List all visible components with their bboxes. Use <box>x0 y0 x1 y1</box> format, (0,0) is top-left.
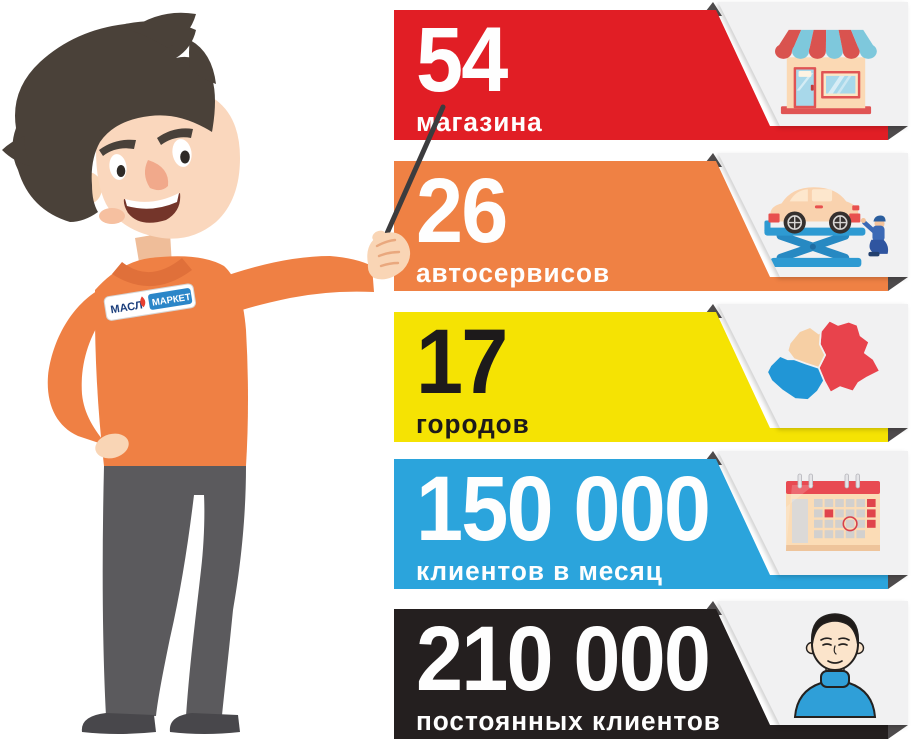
stat-value: 150 000 <box>416 458 711 560</box>
logo-text-right: МАРКЕТ <box>151 292 191 309</box>
map-regions-icon <box>766 319 881 401</box>
fold-corner-icon <box>888 725 908 739</box>
stat-value: 210 000 <box>416 608 711 710</box>
mascot-shirt <box>94 256 248 466</box>
mascot-right-arm <box>214 256 374 314</box>
banner-text-shops: 54 магазина <box>416 9 547 137</box>
mascot-character: МАСЛ МАРКЕТ <box>2 12 446 734</box>
banner-text-services: 26 автосервисов <box>416 160 616 288</box>
mascot-shoe <box>81 713 156 734</box>
mechanic-figure <box>860 215 889 257</box>
car-lift-icon <box>764 187 889 267</box>
logo-text-left: МАСЛ <box>110 299 144 316</box>
stat-label: городов <box>416 408 530 439</box>
stat-value: 26 <box>416 160 508 262</box>
mascot-pants <box>102 466 246 716</box>
fold-corner-icon <box>888 428 908 442</box>
calendar-icon <box>786 473 880 551</box>
wheel <box>783 211 806 234</box>
icon-panel-cities <box>700 304 908 428</box>
icon-panel-monthly-clients <box>700 451 908 575</box>
mascot-face <box>96 86 240 239</box>
banner-text-regular-clients: 210 000 постоянных клиентов <box>416 608 735 736</box>
icon-panel-shops <box>700 2 908 126</box>
stat-label: постоянных клиентов <box>416 705 721 736</box>
stat-label: магазина <box>416 106 543 137</box>
fold-corner-icon <box>888 575 908 589</box>
icon-panel-regular-clients <box>700 601 908 725</box>
stat-label: автосервисов <box>416 257 611 288</box>
client-avatar-icon <box>793 613 877 718</box>
map-region-blue <box>766 355 825 401</box>
stat-label: клиентов в месяц <box>416 555 663 586</box>
logo-badge: МАСЛ МАРКЕТ <box>103 283 196 321</box>
storefront-icon <box>775 29 877 115</box>
map-region-red <box>817 319 881 394</box>
mascot-left-arm <box>47 288 108 446</box>
mascot-hair <box>12 21 216 222</box>
awning <box>775 29 877 59</box>
banner-text-monthly-clients: 150 000 клиентов в месяц <box>416 458 735 586</box>
fold-corner-icon <box>888 126 908 140</box>
banner-text-cities: 17 городов <box>416 311 533 439</box>
oil-drop-icon <box>140 296 146 308</box>
mascot-head <box>2 12 240 239</box>
stat-value: 54 <box>416 9 508 111</box>
fold-corner-icon <box>888 277 908 291</box>
wheel <box>829 211 852 234</box>
icon-panel-services <box>700 153 908 277</box>
mascot-shoe <box>169 713 240 734</box>
stat-value: 17 <box>416 311 508 413</box>
map-region-peach <box>786 326 827 369</box>
